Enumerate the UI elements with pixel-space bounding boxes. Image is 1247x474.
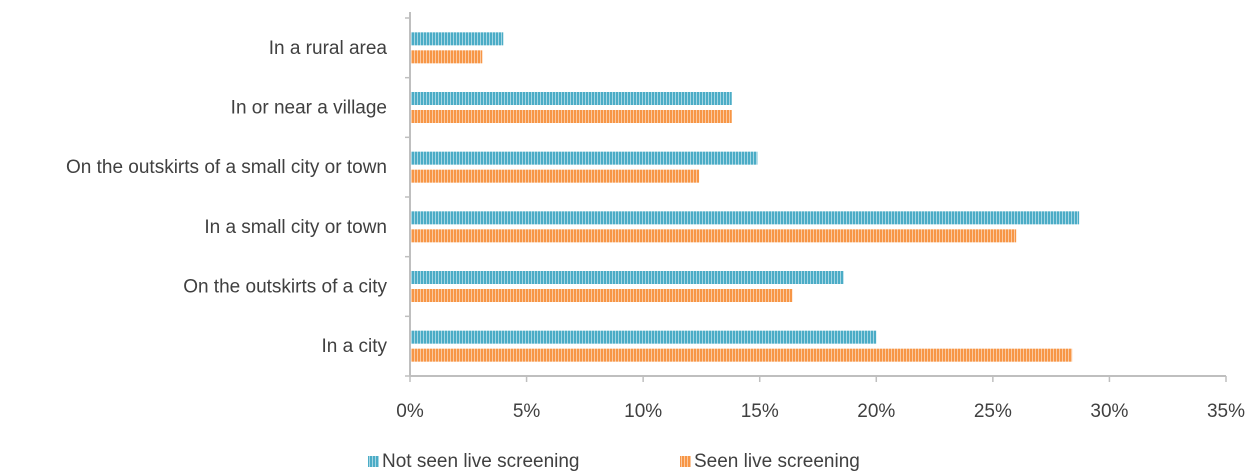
x-tick-label: 20%: [857, 401, 895, 422]
legend: Not seen live screening Seen live screeni…: [368, 451, 860, 472]
x-tick-label: 15%: [741, 401, 779, 422]
x-tick-label: 35%: [1207, 401, 1245, 422]
category-label: In a small city or town: [204, 217, 387, 238]
legend-item: Not seen live screening: [368, 451, 580, 472]
legend-label: Seen live screening: [694, 451, 860, 472]
bar-not-seen: [411, 271, 844, 284]
plot-area: In a rural area In or near a village On th…: [66, 12, 1245, 422]
bar-not-seen: [411, 32, 504, 46]
category-label: On the outskirts of a city: [183, 277, 387, 298]
bar-seen: [411, 50, 483, 64]
bar-not-seen: [411, 92, 732, 105]
x-tick-label: 10%: [624, 401, 662, 422]
bar-seen: [411, 348, 1073, 362]
bar-not-seen: [411, 211, 1080, 225]
legend-swatch: [368, 456, 379, 467]
legend-label: Not seen live screening: [382, 451, 580, 472]
bar-not-seen: [411, 330, 877, 344]
category-label: In or near a village: [231, 98, 387, 119]
bar-not-seen: [411, 151, 758, 165]
bar-seen: [411, 229, 1017, 243]
category-label: In a rural area: [269, 38, 388, 59]
category-label: In a city: [322, 336, 388, 357]
bar-seen: [411, 110, 732, 123]
x-tick-label: 5%: [513, 401, 541, 422]
bar-seen: [411, 289, 793, 302]
bar-seen: [411, 169, 700, 183]
legend-swatch: [680, 456, 691, 467]
x-tick-label: 30%: [1090, 401, 1128, 422]
legend-item: Seen live screening: [680, 451, 860, 472]
x-tick-label: 0%: [396, 401, 424, 422]
category-label: On the outskirts of a small city or town: [66, 157, 387, 178]
x-tick-label: 25%: [974, 401, 1012, 422]
